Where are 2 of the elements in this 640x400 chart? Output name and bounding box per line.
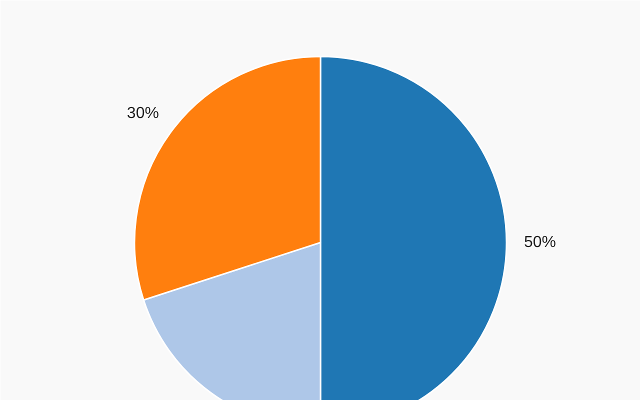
data-label: 50%	[524, 234, 556, 251]
data-label: 30%	[126, 104, 159, 122]
